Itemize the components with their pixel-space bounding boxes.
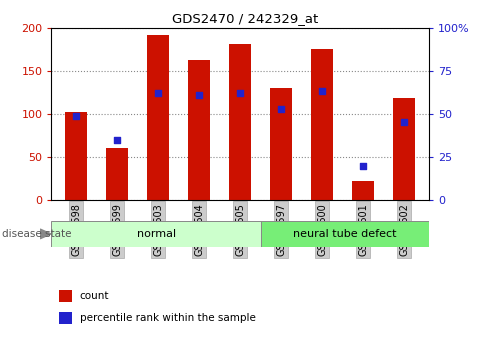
Bar [270,88,293,200]
Bar [311,49,333,200]
Bar [393,98,416,200]
Bar [51,221,261,247]
Text: count: count [80,291,109,301]
Bar [188,60,210,200]
Text: neural tube defect: neural tube defect [293,229,397,239]
Point [277,106,285,111]
Text: GDS2470 / 242329_at: GDS2470 / 242329_at [172,12,318,25]
Point [318,89,326,94]
Bar [65,112,87,200]
Bar [59,290,72,302]
Point [359,163,367,168]
Bar [147,34,170,200]
Point [400,120,408,125]
Point [113,137,121,142]
Point [195,92,203,98]
Text: normal: normal [137,229,176,239]
Bar [59,312,72,324]
Bar [352,181,374,200]
Bar [261,221,429,247]
Text: percentile rank within the sample: percentile rank within the sample [80,313,256,323]
Point [236,90,244,96]
Bar [106,148,128,200]
Point [154,90,162,96]
Polygon shape [40,229,51,239]
Bar [229,44,251,200]
Text: disease state: disease state [2,229,72,239]
Point [72,113,80,118]
